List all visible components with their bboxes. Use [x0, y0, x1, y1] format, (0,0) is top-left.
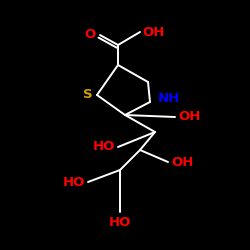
Text: NH: NH [158, 92, 180, 106]
Text: O: O [85, 28, 96, 42]
Text: HO: HO [62, 176, 85, 188]
Text: S: S [84, 88, 93, 102]
Text: OH: OH [171, 156, 194, 168]
Text: OH: OH [178, 110, 201, 124]
Text: HO: HO [92, 140, 115, 153]
Text: OH: OH [142, 26, 165, 38]
Text: HO: HO [109, 216, 131, 229]
